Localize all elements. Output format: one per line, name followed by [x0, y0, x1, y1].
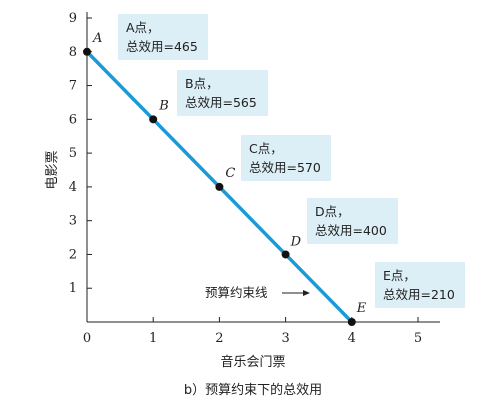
x-tick-label: 3 [281, 331, 289, 346]
annotation-box-a [118, 14, 208, 60]
data-point-c [215, 182, 224, 191]
annotation-utility: 总效用=565 [185, 95, 257, 110]
y-tick-label: 2 [69, 247, 77, 262]
annotation-point-name: E点， [383, 268, 416, 283]
annotation-layer: A点， 总效用=465 B点， 总效用=565 C点， 总效用=570 D点， 总效用=400… [118, 14, 465, 308]
y-axis-label: 电影票 [45, 150, 60, 189]
point-letter-d: D [290, 234, 302, 249]
x-tick-label: 5 [414, 331, 422, 346]
arrow-head-icon [303, 290, 310, 296]
annotation-box-d [307, 198, 398, 244]
annotation-utility: 总效用=465 [126, 39, 198, 54]
budget-line-series: A B C D E 预算约束线 [83, 31, 367, 326]
annotation-utility: 总效用=570 [249, 160, 321, 175]
figure-caption: b）预算约束下的总效用 [184, 382, 322, 398]
point-letter-a: A [92, 31, 102, 46]
point-letter-e: E [356, 301, 367, 316]
y-tick-label: 3 [69, 214, 77, 229]
x-tick-label: 1 [149, 331, 157, 346]
annotation-box-c [241, 135, 331, 181]
annotation-utility: 总效用=210 [383, 287, 455, 302]
y-tick-label: 6 [69, 112, 77, 127]
annotation-point-name: D点， [315, 204, 350, 219]
x-tick-label: 2 [215, 331, 223, 346]
y-tick-label: 1 [69, 281, 77, 296]
x-tick-label: 0 [83, 331, 91, 346]
annotation-point-name: B点， [185, 76, 219, 91]
point-letter-c: C [225, 166, 235, 181]
y-tick-label: 8 [69, 45, 77, 60]
point-letter-b: B [158, 98, 169, 113]
y-tick-label: 7 [69, 79, 77, 94]
y-tick-label: 9 [69, 11, 77, 26]
budget-line-label: 预算约束线 [205, 285, 268, 300]
annotation-point-name: A点， [126, 20, 160, 35]
data-point-d [281, 250, 290, 259]
annotation-box-e [375, 262, 465, 308]
y-tick-label: 4 [69, 180, 77, 195]
annotation-box-b [177, 70, 268, 116]
data-point-a [83, 47, 91, 56]
y-tick-label: 5 [69, 146, 77, 161]
x-axis-label: 音乐会门票 [220, 354, 285, 370]
annotation-point-name: C点， [249, 141, 283, 156]
annotation-utility: 总效用=400 [315, 223, 387, 238]
labels: 音乐会门票 电影票 b）预算约束下的总效用 [45, 150, 322, 398]
data-point-e [347, 318, 356, 326]
x-tick-label: 4 [348, 331, 356, 346]
data-point-b [149, 115, 158, 124]
axes [86, 12, 440, 323]
